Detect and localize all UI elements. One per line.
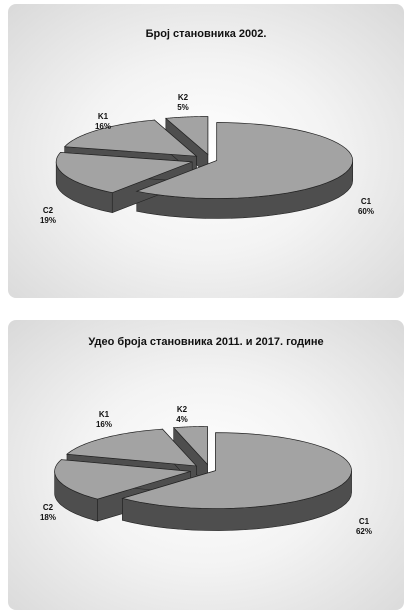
- pie-slice-top-k1: [66, 428, 198, 467]
- slice-label-k2: K2: [178, 93, 189, 102]
- pie-slice-top-k2: [164, 116, 209, 156]
- slice-label-k2: K2: [177, 405, 188, 414]
- slice-label-c1: C1: [361, 197, 372, 206]
- slice-value-label-k2: 4%: [176, 415, 188, 424]
- slice-label-c2: C2: [43, 503, 54, 512]
- pie-slice-top-k2: [172, 426, 208, 466]
- pie-slice-top-c2: [54, 459, 191, 500]
- pie-slice-top-c1: [121, 432, 352, 509]
- slice-label-c1: C1: [359, 517, 370, 526]
- slice-value-label-c1: 60%: [358, 207, 374, 216]
- chart-panel-2002: Број становника 2002. C1 60% C2 19% K1 16% K2 5…: [8, 4, 404, 298]
- chart-panel-2011-2017: Удео броја становника 2011. и 2017. годи…: [8, 320, 404, 610]
- pie-slice-top-k1: [63, 119, 198, 157]
- chart-title: Удео броја становника 2011. и 2017. годи…: [88, 336, 324, 348]
- slice-value-label-k1: 16%: [96, 420, 112, 429]
- slice-value-label-c2: 18%: [40, 513, 56, 522]
- slice-value-label-k1: 16%: [95, 122, 111, 131]
- slice-label-k1: K1: [98, 112, 109, 121]
- slice-value-label-c2: 19%: [40, 216, 56, 225]
- pie-slice-top-c1: [135, 122, 354, 199]
- pie-slice-top-c2: [55, 152, 193, 194]
- slice-label-k1: K1: [99, 410, 110, 419]
- chart-title: Број становника 2002.: [145, 28, 267, 40]
- slice-value-label-k2: 5%: [177, 103, 189, 112]
- slice-value-label-c1: 62%: [356, 527, 372, 536]
- slice-label-c2: C2: [43, 206, 54, 215]
